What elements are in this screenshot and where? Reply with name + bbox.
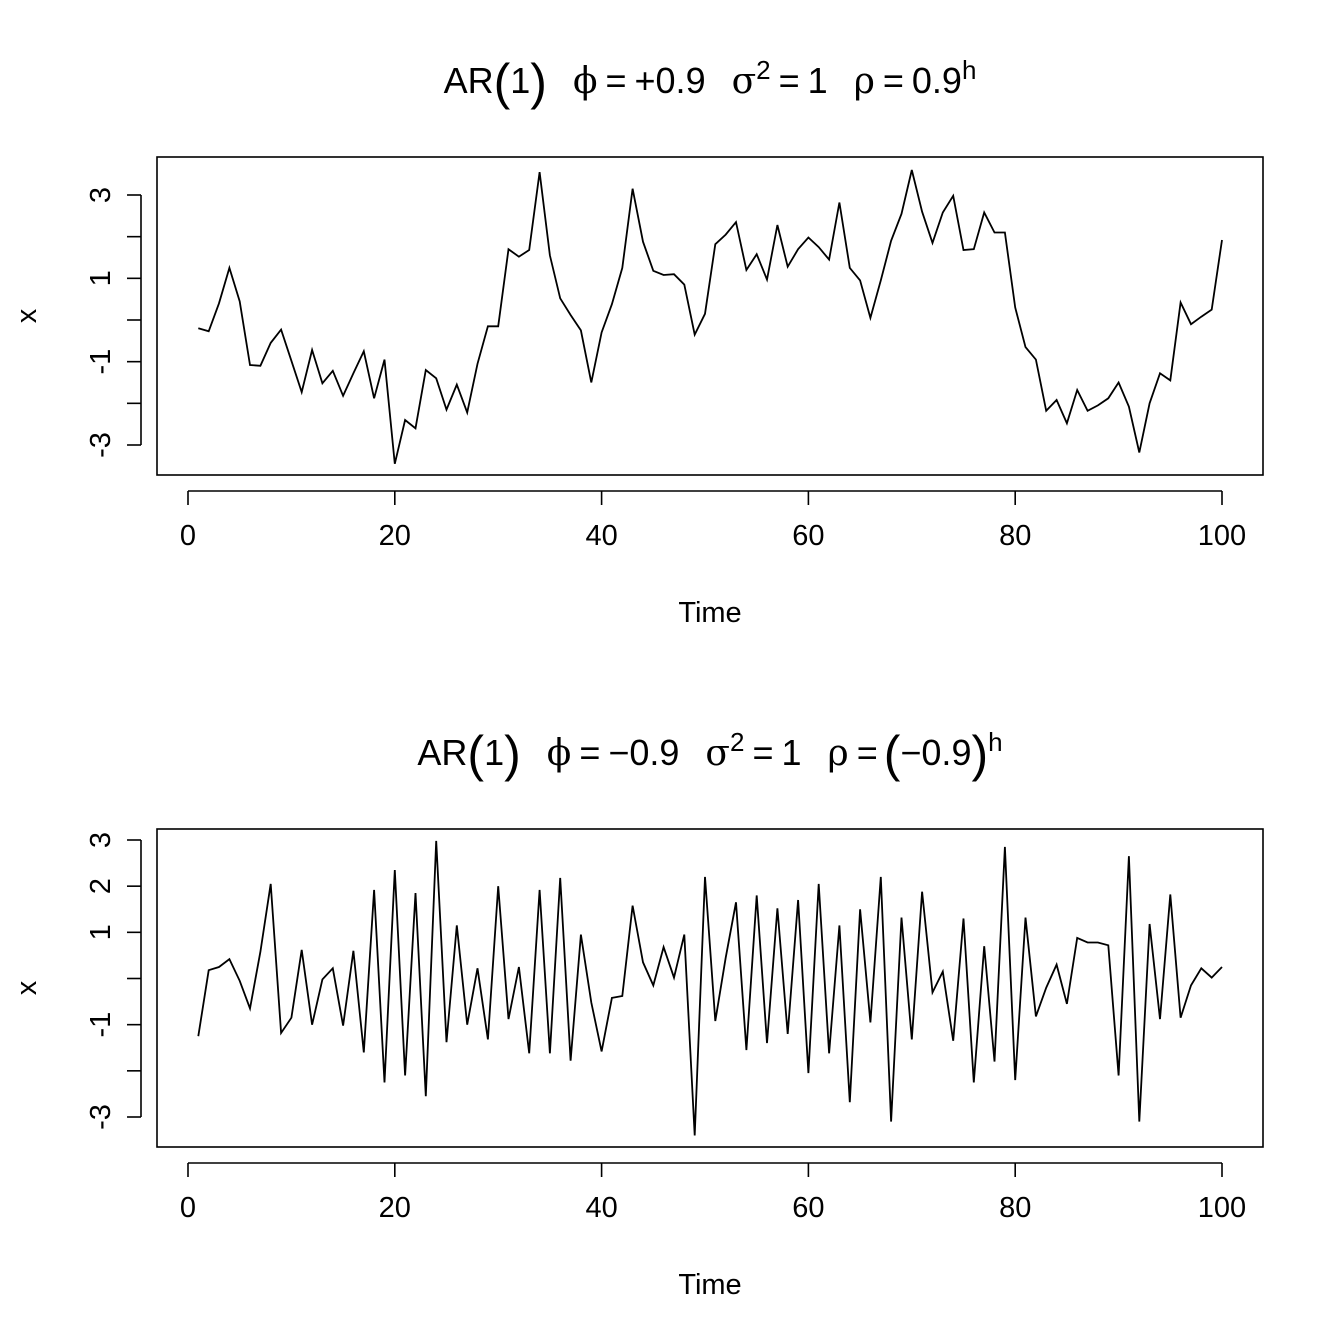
- title-rho-paren-open: (: [884, 726, 901, 782]
- title-rho-paren-close: ): [971, 726, 988, 782]
- y-axis-label-bottom: x: [11, 980, 43, 995]
- title-paren-open: (: [467, 726, 484, 782]
- title-paren-close: ): [504, 726, 521, 782]
- y-tick-label: -3: [85, 1104, 117, 1130]
- y-tick-label: 3: [85, 187, 117, 203]
- title-rho-power: h: [962, 55, 976, 85]
- title-ar-label: AR: [417, 732, 467, 773]
- x-tick-label: 0: [180, 1192, 196, 1224]
- title-ar-label: AR: [444, 60, 494, 101]
- title-sigma-eq: =: [752, 732, 773, 773]
- x-tick-label: 40: [585, 1192, 617, 1224]
- title-sigma-power: 2: [730, 727, 744, 757]
- x-tick-label: 80: [999, 1192, 1031, 1224]
- chart-title-bottom: AR(1) ϕ = −0.9 σ2 = 1 ρ = (−0.9)h: [417, 726, 1002, 782]
- title-phi-value: +0.9: [635, 60, 706, 101]
- x-axis-label-bottom: Time: [678, 1269, 741, 1301]
- x-axis-top: 0 20 40 60 80 100: [180, 490, 1246, 552]
- chart-title-top: AR(1) ϕ = +0.9 σ2 = 1 ρ = 0.9h: [444, 54, 977, 110]
- x-tick-label: 0: [180, 520, 196, 552]
- y-tick-label: -1: [85, 1012, 117, 1038]
- x-tick-label: 100: [1198, 1192, 1246, 1224]
- x-tick-label: 40: [585, 520, 617, 552]
- title-phi-eq: =: [579, 732, 600, 773]
- title-paren-close: ): [530, 54, 547, 110]
- plot-frame-bottom: [156, 828, 1264, 1148]
- title-sigma-value: 1: [782, 732, 802, 773]
- title-rho-value: 0.9: [912, 60, 962, 101]
- x-tick-label: 60: [792, 520, 824, 552]
- title-order: 1: [510, 60, 530, 101]
- title-phi-eq: =: [605, 60, 626, 101]
- plot-frame-top: [156, 156, 1264, 476]
- y-tick-label: 1: [85, 270, 117, 286]
- y-axis-bottom: -3 -1 1 2 3: [85, 832, 142, 1130]
- series-line-bottom: [197, 840, 1223, 1136]
- title-sigma-power: 2: [756, 55, 770, 85]
- data-points: [197, 169, 1223, 465]
- x-tick-label: 20: [379, 1192, 411, 1224]
- y-tick-label: -1: [85, 349, 117, 375]
- title-sigma-value: 1: [808, 60, 828, 101]
- x-axis-bottom: 0 20 40 60 80 100: [180, 1162, 1246, 1224]
- x-tick-label: 80: [999, 520, 1031, 552]
- series-line-top: [198, 169, 1223, 465]
- chart-panel-bottom: AR(1) ϕ = −0.9 σ2 = 1 ρ = (−0.9)h 0 20 40 60 80 100 -3…: [11, 726, 1264, 1301]
- title-rho-eq: =: [857, 732, 878, 773]
- title-rho-symbol: ρ: [828, 733, 849, 774]
- title-rho-power: h: [988, 727, 1002, 757]
- y-tick-label: 2: [85, 878, 117, 894]
- y-tick-label: 3: [85, 832, 117, 848]
- title-rho-eq: =: [883, 60, 904, 101]
- y-axis-top: -3 -1 1 3: [85, 187, 142, 458]
- x-tick-label: 20: [379, 520, 411, 552]
- y-tick-label: 1: [85, 924, 117, 940]
- title-phi-value: −0.9: [608, 732, 679, 773]
- title-sigma-eq: =: [779, 60, 800, 101]
- title-phi-symbol: ϕ: [573, 61, 598, 102]
- x-tick-label: 60: [792, 1192, 824, 1224]
- title-rho-value: −0.9: [900, 732, 971, 773]
- y-axis-label-top: x: [11, 308, 43, 323]
- x-tick-label: 100: [1198, 520, 1246, 552]
- title-paren-open: (: [494, 54, 511, 110]
- title-rho-symbol: ρ: [854, 61, 875, 102]
- y-tick-label: -3: [85, 432, 117, 458]
- title-sigma-symbol: σ: [732, 61, 757, 102]
- title-order: 1: [484, 732, 504, 773]
- title-phi-symbol: ϕ: [547, 733, 572, 774]
- x-axis-label-top: Time: [678, 597, 741, 629]
- chart-panel-top: AR(1) ϕ = +0.9 σ2 = 1 ρ = 0.9h 0 20 40 60 80 100 -3-11…: [11, 54, 1264, 629]
- title-sigma-symbol: σ: [705, 733, 730, 774]
